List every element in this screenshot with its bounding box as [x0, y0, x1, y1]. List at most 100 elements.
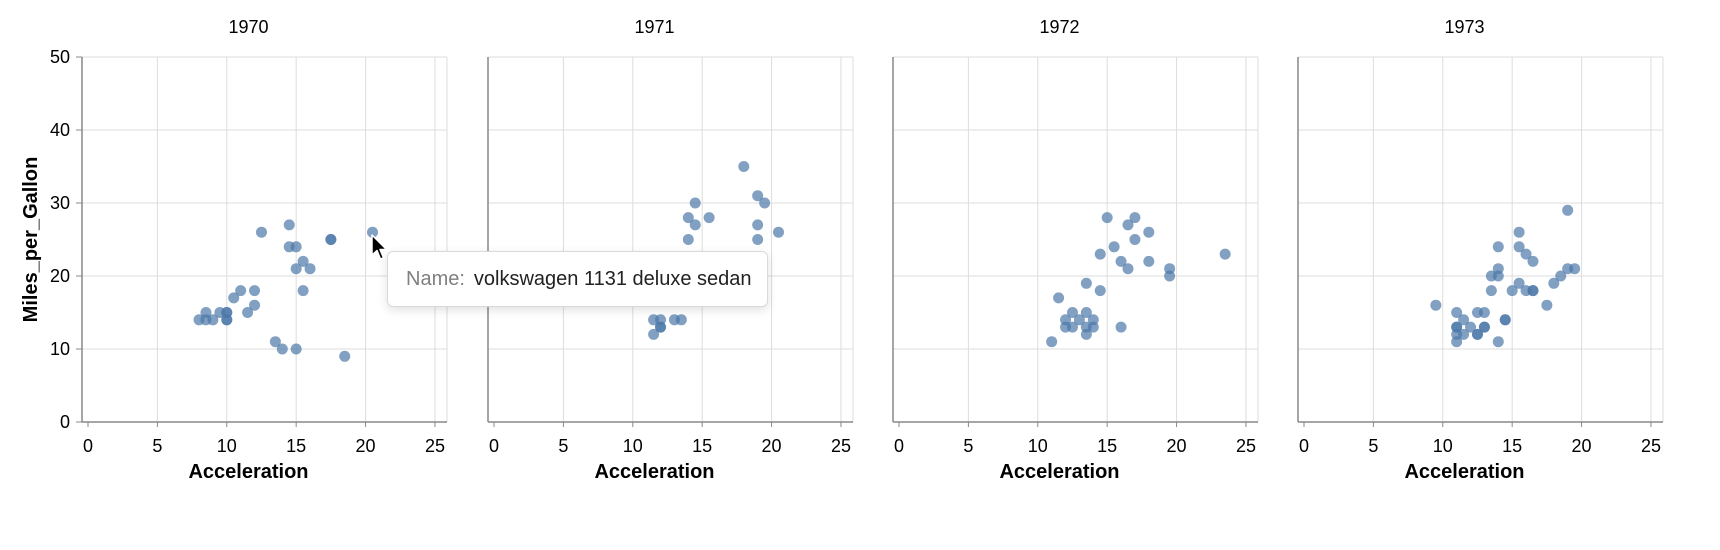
x-tick-label: 10 — [1028, 436, 1048, 456]
y-tick-label: 20 — [50, 266, 70, 286]
x-axis-title: Acceleration — [999, 461, 1119, 483]
data-point — [1492, 270, 1504, 282]
data-point — [283, 219, 295, 231]
data-point — [1046, 336, 1058, 348]
data-point — [738, 161, 750, 172]
x-tick-label: 15 — [692, 436, 712, 456]
x-tick-label: 10 — [623, 436, 643, 456]
tooltip-key: Name: — [406, 267, 465, 290]
x-tick-label: 0 — [489, 436, 499, 456]
data-point — [682, 234, 694, 245]
y-tick-label: 30 — [50, 193, 70, 213]
data-point — [1506, 285, 1518, 297]
data-point — [1527, 255, 1539, 267]
data-point — [221, 307, 233, 318]
data-point — [290, 343, 302, 355]
data-point — [1471, 328, 1483, 340]
data-point — [1465, 321, 1477, 333]
x-tick-label: 20 — [356, 436, 376, 456]
x-tick-label: 20 — [1572, 436, 1592, 456]
data-point — [1451, 336, 1463, 348]
data-point — [1066, 307, 1078, 318]
data-point — [752, 219, 764, 231]
data-point — [1073, 314, 1085, 326]
data-point — [1520, 248, 1532, 260]
tooltip-value: volkswagen 1131 deluxe sedan — [473, 267, 752, 290]
x-tick-label: 20 — [762, 436, 782, 456]
x-axis-title: Acceleration — [1404, 461, 1524, 483]
data-point — [1094, 285, 1106, 297]
facet-title: 1973 — [1444, 17, 1484, 37]
x-tick-label: 0 — [83, 436, 93, 456]
data-point — [1513, 241, 1525, 253]
data-point — [1122, 263, 1134, 275]
data-point — [367, 226, 379, 238]
x-axis-title: Acceleration — [594, 461, 714, 483]
point-tooltip: Name: volkswagen 1131 deluxe sedan — [387, 251, 768, 307]
x-tick-label: 5 — [1368, 436, 1378, 456]
data-point — [269, 336, 281, 348]
data-point — [207, 314, 219, 326]
mouse-pointer-icon — [371, 234, 388, 260]
data-point — [228, 292, 240, 304]
data-point — [235, 285, 247, 297]
data-point — [1513, 226, 1525, 238]
data-point — [1219, 248, 1231, 260]
data-point — [1562, 204, 1574, 216]
data-point — [255, 226, 267, 238]
data-point — [648, 328, 660, 340]
data-point — [1122, 219, 1134, 231]
x-tick-label: 25 — [425, 436, 445, 456]
data-point — [1478, 307, 1490, 318]
data-point — [703, 212, 715, 224]
x-tick-label: 0 — [894, 436, 904, 456]
data-point — [1458, 328, 1470, 340]
data-point — [1080, 277, 1092, 289]
data-point — [689, 219, 701, 231]
data-point — [1053, 292, 1065, 304]
y-tick-label: 0 — [60, 412, 70, 432]
x-tick-label: 25 — [1641, 436, 1661, 456]
y-tick-label: 50 — [50, 47, 70, 67]
data-point — [689, 197, 701, 209]
data-point — [682, 212, 694, 224]
data-point — [1087, 321, 1099, 333]
data-point — [242, 307, 254, 318]
facet-title: 1972 — [1039, 17, 1079, 37]
x-tick-label: 25 — [1236, 436, 1256, 456]
data-point — [297, 255, 309, 267]
facet-title: 1971 — [634, 17, 674, 37]
data-point — [1115, 321, 1127, 333]
x-tick-label: 0 — [1299, 436, 1309, 456]
data-point — [297, 285, 309, 297]
data-point — [752, 190, 764, 202]
data-point — [304, 263, 316, 275]
data-point — [1485, 285, 1497, 297]
data-point — [752, 234, 764, 245]
data-point — [759, 197, 771, 209]
data-point — [1569, 263, 1581, 275]
data-point — [1430, 299, 1442, 311]
data-point — [1094, 248, 1106, 260]
data-point — [1555, 270, 1567, 282]
data-point — [325, 234, 337, 245]
data-point — [276, 343, 288, 355]
x-axis-title: Acceleration — [188, 461, 308, 483]
y-axis-title: Miles_per_Gallon — [20, 157, 42, 323]
data-point — [1548, 277, 1560, 289]
data-point — [1115, 255, 1127, 267]
data-point — [1541, 299, 1553, 311]
data-point — [1101, 212, 1113, 224]
data-point — [773, 226, 785, 238]
data-point — [1143, 255, 1155, 267]
data-point — [1527, 285, 1539, 297]
y-tick-label: 10 — [50, 339, 70, 359]
data-point — [1080, 307, 1092, 318]
data-point — [1129, 234, 1141, 245]
x-tick-label: 10 — [1433, 436, 1453, 456]
data-point — [1164, 270, 1176, 282]
x-tick-label: 5 — [558, 436, 568, 456]
data-point — [249, 299, 261, 311]
y-tick-label: 40 — [50, 120, 70, 140]
